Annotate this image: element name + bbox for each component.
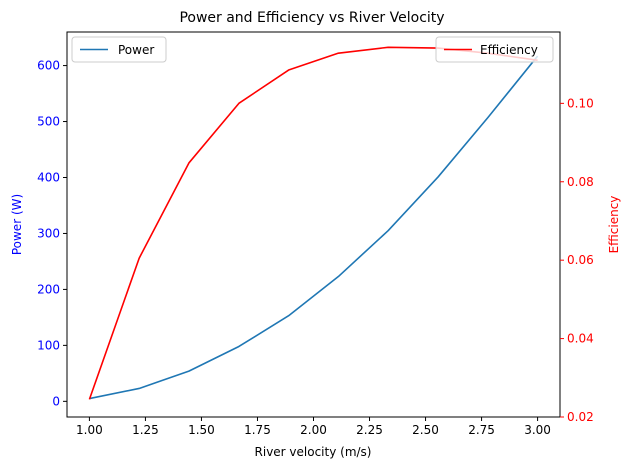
plot-frame: [66, 31, 561, 418]
x-tick-label: 1.25: [132, 423, 159, 437]
y-right-tick-label: 0.02: [567, 410, 594, 424]
x-tick-label: 1.00: [76, 423, 103, 437]
series-line-efficiency: [88, 46, 538, 400]
x-tick-label: 3.00: [524, 423, 551, 437]
legend-power: Power: [71, 36, 167, 63]
legend-box: [71, 36, 167, 63]
y-left-tick-label: 200: [37, 282, 60, 296]
x-tick-label: 1.50: [188, 423, 215, 437]
y-left-tick-label: 100: [37, 338, 60, 352]
legend-efficiency: Efficiency: [435, 36, 554, 63]
y-right-tick-label: 0.06: [567, 253, 594, 267]
y-axis-left-title: Power (W): [10, 194, 24, 255]
y-left-tick-label: 400: [37, 170, 60, 184]
y-left-tick-label: 600: [37, 59, 60, 73]
legend-label-efficiency: Efficiency: [480, 43, 538, 57]
y-axis-right-title: Efficiency: [607, 196, 621, 254]
chart-title: Power and Efficiency vs River Velocity: [179, 10, 444, 26]
y-left-tick-label: 500: [37, 115, 60, 129]
y-right-tick-label: 0.04: [567, 332, 594, 346]
legend-box: [435, 36, 554, 63]
y-right-tick-label: 0.10: [567, 96, 594, 110]
series-line-power: [89, 55, 539, 400]
x-tick-label: 1.75: [244, 423, 271, 437]
x-tick-label: 2.25: [356, 423, 383, 437]
y-left-tick-label: 300: [37, 226, 60, 240]
y-axis-left: 0 100 200 300 400 500 600: [37, 59, 67, 408]
x-tick-label: 2.50: [412, 423, 439, 437]
x-tick-label: 2.00: [300, 423, 327, 437]
y-axis-right: 0.02 0.04 0.06 0.08 0.10: [560, 96, 594, 424]
x-tick-label: 2.75: [468, 423, 495, 437]
legend-label-power: Power: [118, 43, 154, 57]
x-axis-title: River velocity (m/s): [255, 445, 372, 459]
y-right-tick-label: 0.08: [567, 175, 594, 189]
y-left-tick-label: 0: [52, 394, 60, 408]
x-axis: 1.00 1.25 1.50 1.75 2.00 2.25 2.50 2.75 3.00: [76, 417, 551, 437]
